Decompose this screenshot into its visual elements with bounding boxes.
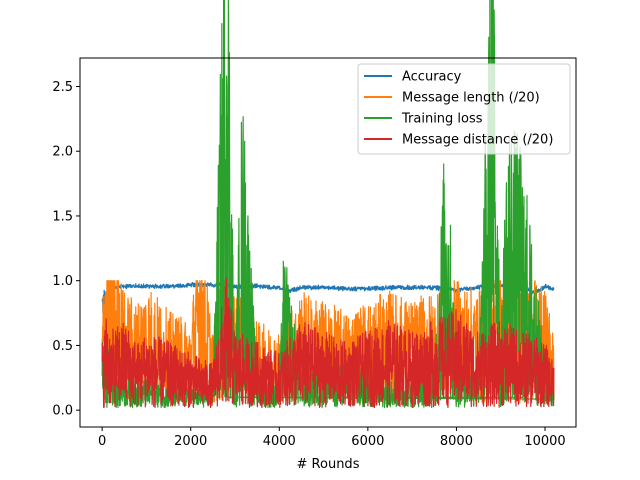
x-tick-label: 2000 — [174, 434, 207, 449]
y-tick-label: 2.0 — [52, 145, 73, 160]
y-tick-label: 0.5 — [52, 339, 73, 354]
legend-box — [357, 63, 571, 155]
legend-entry: Message length (/20) — [402, 91, 540, 106]
y-tick-label: 0.0 — [52, 404, 73, 419]
x-tick-label: 0 — [98, 434, 106, 449]
x-axis-label: # Rounds — [297, 457, 360, 472]
x-tick-label: 10000 — [524, 434, 565, 449]
x-tick-label: 8000 — [440, 434, 473, 449]
legend-entry: Training loss — [401, 112, 483, 127]
x-axis: 0 2000 4000 6000 8000 10000 — [98, 427, 566, 449]
x-tick-label: 6000 — [351, 434, 384, 449]
series-line-1 — [101, 281, 555, 326]
y-tick-label: 2.5 — [52, 80, 73, 95]
legend: Accuracy Message length (/20) Training los… — [357, 63, 571, 155]
y-axis: 0.0 0.5 1.0 1.5 2.0 2.5 — [52, 80, 80, 419]
axes-frame — [79, 57, 577, 428]
plot-area — [101, 0, 555, 409]
legend-entry: Message distance (/20) — [402, 133, 553, 148]
y-tick-label: 1.0 — [52, 274, 73, 289]
x-tick-label: 4000 — [263, 434, 296, 449]
y-tick-label: 1.5 — [52, 209, 73, 224]
series-line-4 — [101, 277, 555, 409]
legend-entry: Accuracy — [402, 70, 462, 85]
